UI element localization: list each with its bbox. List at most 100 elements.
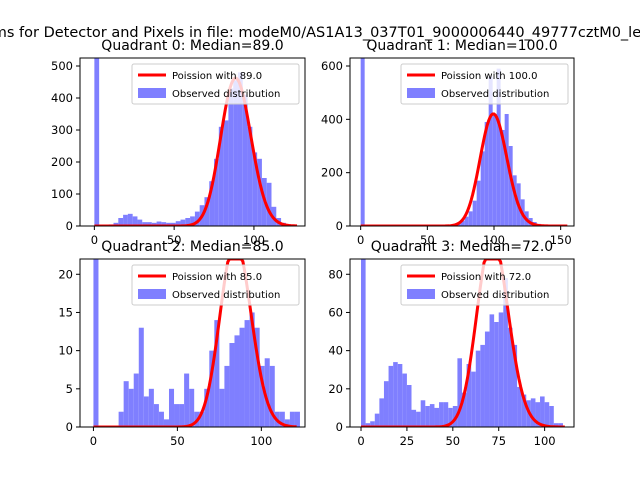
histogram-bar <box>185 218 191 226</box>
poisson-curve <box>93 259 297 427</box>
histogram-bar <box>223 120 229 226</box>
histogram-bar <box>254 327 260 427</box>
histogram-bar <box>535 402 541 427</box>
histogram-bar <box>153 404 159 427</box>
histogram-bar <box>174 404 180 427</box>
histogram-bar <box>360 58 365 226</box>
histogram-bar <box>269 365 275 427</box>
y-tick-label: 400 <box>321 112 343 126</box>
histogram-bar <box>247 126 253 226</box>
histogram-bar <box>128 388 134 427</box>
histogram-bar <box>279 411 285 427</box>
x-tick-label: 100 <box>483 233 505 247</box>
histogram-bar <box>170 222 176 226</box>
histogram-bar <box>284 419 290 427</box>
histogram-bar <box>420 400 426 427</box>
legend-label-observed: Observed distribution <box>172 89 280 100</box>
histogram-bar <box>425 406 430 427</box>
histogram-bar <box>553 423 559 427</box>
x-tick-label: 0 <box>357 233 364 247</box>
histogram-bar <box>142 222 148 226</box>
histogram-bar <box>494 322 499 427</box>
histogram-bar <box>138 327 144 427</box>
histogram-bar <box>218 126 224 226</box>
y-tick-label: 40 <box>328 344 343 358</box>
legend-box <box>131 63 300 105</box>
histogram-bar <box>289 411 295 427</box>
histogram-bar <box>224 365 230 427</box>
histogram-bar <box>166 222 171 226</box>
x-tick-label: 100 <box>250 434 272 448</box>
y-tick-label: 10 <box>58 344 73 358</box>
figure-suptitle: Counts histograms for Detector and Pixel… <box>0 25 640 41</box>
histogram-bar <box>472 200 477 226</box>
histogram-bar <box>184 373 190 427</box>
chart-panel-0: 0 50 100 0 100 200 300 400 500 Quadrant 0: Median… <box>51 38 306 247</box>
histogram-bar <box>132 216 138 226</box>
histogram-bar <box>508 146 513 226</box>
histogram-bar <box>512 344 518 427</box>
y-tick-label: 0 <box>66 420 73 434</box>
legend-label-poisson: Poission with 85.0 <box>172 272 262 283</box>
axes-frame <box>79 258 306 428</box>
histogram-bar <box>443 402 449 427</box>
histogram-bar <box>214 158 219 226</box>
histogram-bar <box>214 320 220 427</box>
histogram-bar <box>266 182 272 226</box>
histogram-bar <box>397 364 403 427</box>
histogram-bar <box>383 381 389 427</box>
histogram-bar <box>229 343 235 427</box>
x-tick-label: 50 <box>170 434 185 448</box>
histogram-bar <box>429 404 435 427</box>
histogram-bar <box>439 402 444 427</box>
histogram-bar <box>204 197 210 226</box>
axes-frame <box>349 258 575 428</box>
histogram-bar <box>370 421 375 427</box>
legend-swatch-observed <box>407 88 435 98</box>
x-tick-label: 0 <box>357 434 364 448</box>
histogram-bar <box>457 358 462 427</box>
legend-label-poisson: Poission with 100.0 <box>441 71 537 82</box>
histogram-bar <box>498 312 504 427</box>
legend-box <box>131 264 300 306</box>
legend-label-observed: Observed distribution <box>441 89 549 100</box>
histogram-bar <box>113 222 119 226</box>
histogram-bar <box>530 398 536 427</box>
legend-box <box>400 63 569 105</box>
histogram-bar <box>194 211 200 226</box>
histogram-bar <box>123 381 129 427</box>
histogram-bar <box>365 423 371 427</box>
histogram-bar <box>244 320 250 427</box>
x-tick-label: 150 <box>550 233 572 247</box>
x-tick-label: 50 <box>167 233 182 247</box>
histogram-bar <box>507 327 513 427</box>
histogram-bar <box>468 211 473 226</box>
histogram-bar <box>464 216 469 226</box>
histogram-bar <box>402 373 407 427</box>
histogram-bar <box>503 278 508 427</box>
histogram-bar <box>475 350 481 427</box>
histogram-bar <box>388 365 394 427</box>
chart-title: Quadrant 3: Median=72.0 <box>371 239 553 255</box>
histogram-bar <box>249 312 255 427</box>
histogram-bar <box>294 411 300 427</box>
histogram-bar <box>233 80 238 226</box>
y-tick-label: 0 <box>66 219 73 233</box>
chart-title: Quadrant 0: Median=89.0 <box>101 38 283 54</box>
histogram-bar <box>118 218 124 226</box>
x-tick-label: 100 <box>534 434 556 448</box>
legend-swatch-observed <box>138 88 166 98</box>
histogram-bar <box>379 398 384 427</box>
axes-frame <box>349 57 575 227</box>
histogram-bar <box>175 221 181 226</box>
histogram-bar <box>393 362 398 427</box>
histogram-bar <box>374 413 380 427</box>
histogram-bar <box>252 152 258 226</box>
histogram-bar <box>544 402 550 427</box>
histogram-bar <box>148 388 154 427</box>
histogram-bar <box>204 388 210 427</box>
histogram-bar <box>512 175 517 226</box>
histogram-bar <box>500 130 505 226</box>
y-tick-label: 60 <box>328 305 343 319</box>
histogram-bar <box>488 76 493 226</box>
